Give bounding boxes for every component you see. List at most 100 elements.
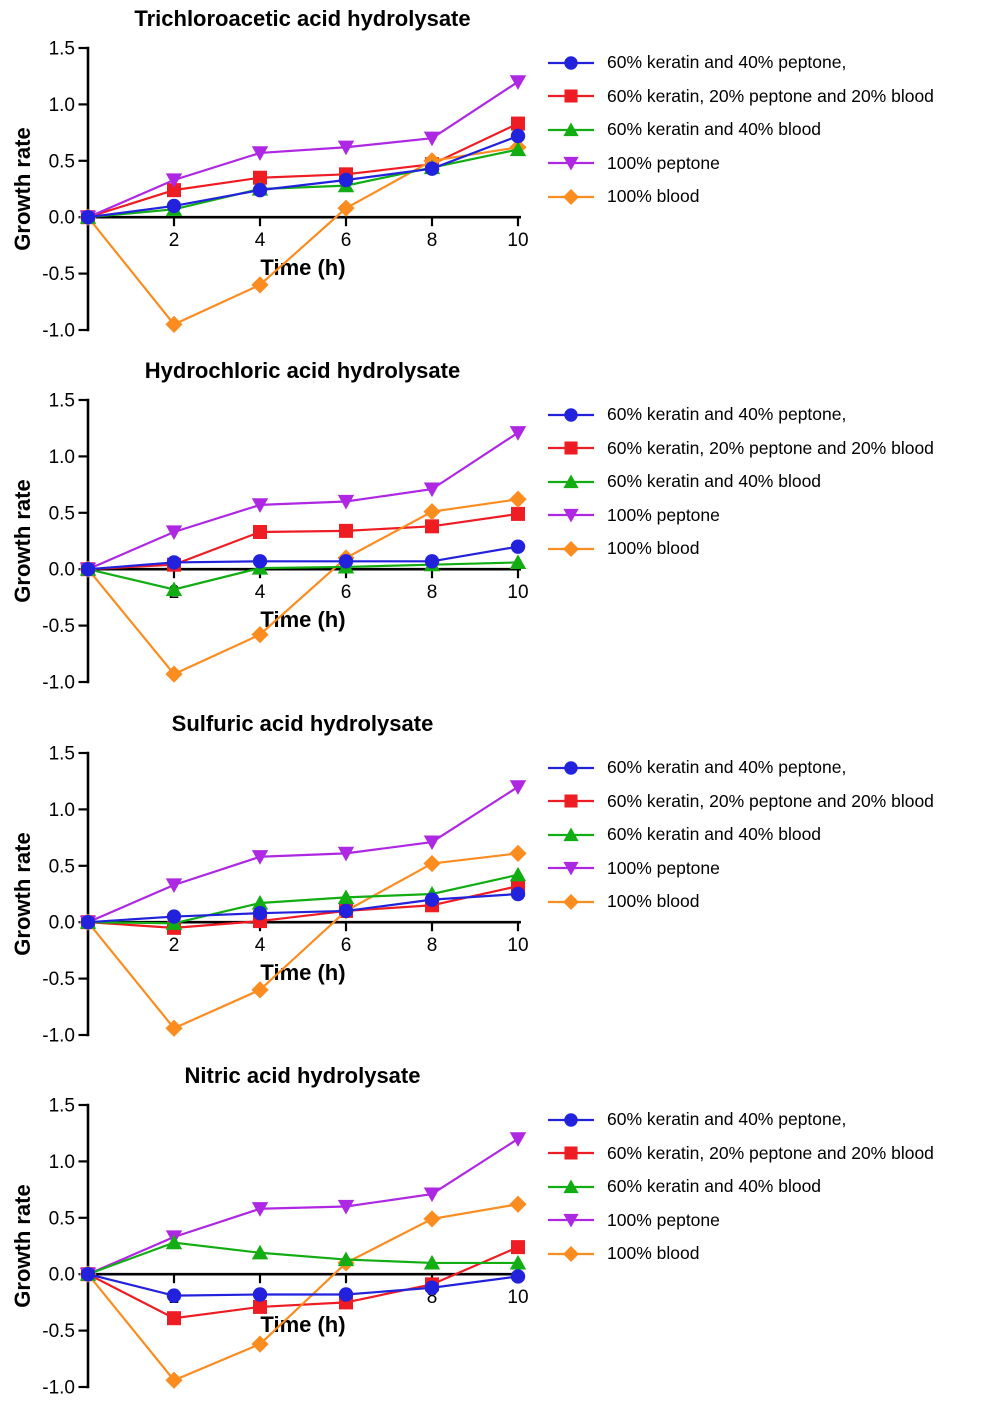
square-marker-icon bbox=[167, 183, 181, 198]
triangle-up-marker-icon bbox=[563, 474, 579, 488]
series-diamond bbox=[79, 844, 527, 1037]
legend-item: 60% keratin, 20% peptone and 20% blood bbox=[548, 80, 934, 114]
triangle-up-marker-icon bbox=[165, 1234, 183, 1250]
circle-marker-icon bbox=[424, 161, 440, 176]
triangle-up-marker-icon bbox=[509, 866, 527, 882]
x-tick-label: 4 bbox=[255, 935, 266, 956]
x-tick-label: 6 bbox=[341, 230, 352, 251]
triangle-down-marker-icon bbox=[251, 850, 269, 865]
triangle-down-marker-icon bbox=[337, 846, 355, 862]
series-line bbox=[87, 785, 519, 924]
triangle-down-marker-icon bbox=[509, 75, 527, 90]
triangle-down-marker-icon bbox=[251, 1202, 269, 1217]
legend-item: 100% blood bbox=[548, 180, 934, 214]
legend-label: 60% keratin, 20% peptone and 20% blood bbox=[607, 790, 934, 811]
circle-marker-icon bbox=[80, 915, 96, 930]
diamond-marker-icon bbox=[423, 1210, 441, 1228]
chart-block-sulfuric: Sulfuric acid hydrolysate 1.5 1.0 0.5 0.0 -0… bbox=[0, 705, 1000, 1057]
legend-label: 60% keratin, 20% peptone and 20% blood bbox=[607, 1142, 934, 1163]
y-tick-label: 1.5 bbox=[49, 744, 75, 765]
triangle-up-marker-icon bbox=[337, 889, 355, 904]
axis-labels: 1.5 1.0 0.5 0.0 -0.5 -1.0 2 4 6 8 10 Growth rate Tim… bbox=[10, 744, 529, 1047]
legend-item: 100% peptone bbox=[548, 1204, 934, 1238]
triangle-down-marker-icon bbox=[337, 1199, 355, 1215]
y-tick-label: -1.0 bbox=[42, 1026, 75, 1047]
y-tick-label: -1.0 bbox=[42, 321, 75, 342]
diamond-marker-icon bbox=[563, 188, 579, 205]
y-tick-label: -1.0 bbox=[42, 673, 75, 694]
legend-label: 60% keratin and 40% peptone, bbox=[607, 52, 847, 73]
y-tick-label: -0.5 bbox=[42, 969, 75, 990]
circle-marker-icon bbox=[338, 903, 354, 919]
diamond-marker-icon bbox=[423, 854, 441, 873]
circle-marker-icon bbox=[252, 905, 268, 921]
y-axis-title: Growth rate bbox=[10, 832, 35, 955]
legend-marker-square-icon bbox=[548, 1146, 594, 1160]
circle-marker-icon bbox=[424, 1280, 440, 1295]
series-triangle-down bbox=[79, 426, 527, 578]
legend-label: 100% blood bbox=[607, 538, 700, 559]
chart-block-nitric: Nitric acid hydrolysate 1.5 1.0 0.5 0.0 -0.5… bbox=[0, 1057, 1000, 1409]
legend-marker-square-icon bbox=[548, 794, 594, 808]
square-marker-icon bbox=[564, 441, 578, 455]
legend-item: 60% keratin and 40% blood bbox=[548, 465, 934, 499]
circle-marker-icon bbox=[510, 128, 526, 144]
series-circle bbox=[80, 886, 526, 930]
series-line bbox=[87, 1203, 519, 1382]
x-tick-label: 10 bbox=[507, 230, 528, 251]
triangle-down-marker-icon bbox=[423, 1187, 441, 1203]
x-tick-label: 10 bbox=[507, 1287, 528, 1308]
triangle-down-marker-icon bbox=[509, 426, 527, 441]
series-line bbox=[87, 873, 519, 925]
x-axis-title: Time (h) bbox=[260, 960, 345, 985]
square-marker-icon bbox=[564, 794, 578, 808]
legend-label: 60% keratin and 40% peptone, bbox=[607, 757, 847, 778]
plot-trichloroacetic: 1.5 1.0 0.5 0.0 -0.5 -1.0 2 4 6 8 10 Growth rate Tim… bbox=[10, 39, 529, 342]
series-square bbox=[81, 116, 525, 225]
legend-marker-triangle-down-icon bbox=[548, 157, 594, 171]
series-line bbox=[87, 1241, 518, 1276]
y-tick-label: -1.0 bbox=[42, 1378, 75, 1399]
legend-item: 60% keratin and 40% peptone, bbox=[548, 1103, 934, 1137]
triangle-up-marker-icon bbox=[423, 1254, 441, 1270]
triangle-down-marker-icon bbox=[423, 131, 441, 147]
series-line bbox=[87, 146, 519, 326]
legend-marker-diamond-icon bbox=[548, 540, 594, 557]
legend-label: 60% keratin and 40% blood bbox=[607, 824, 822, 845]
x-tick-label: 2 bbox=[169, 230, 180, 251]
series-circle bbox=[80, 539, 526, 577]
square-marker-icon bbox=[253, 170, 267, 185]
series-line bbox=[87, 892, 519, 924]
y-tick-label: 0.0 bbox=[49, 208, 75, 229]
legend-marker-diamond-icon bbox=[548, 188, 594, 205]
legend-marker-triangle-up-icon bbox=[548, 1179, 594, 1193]
legend-marker-triangle-down-icon bbox=[548, 509, 594, 523]
series-line bbox=[87, 1246, 519, 1320]
x-tick-label: 8 bbox=[427, 582, 438, 603]
legend-trichloroacetic: 60% keratin and 40% peptone, 60% keratin,… bbox=[548, 46, 934, 214]
y-tick-label: 1.5 bbox=[49, 39, 75, 60]
legend-marker-circle-icon bbox=[548, 56, 594, 70]
legend-label: 60% keratin and 40% blood bbox=[607, 119, 822, 140]
triangle-up-marker-icon bbox=[251, 895, 269, 910]
circle-marker-icon bbox=[564, 761, 578, 775]
triangle-up-marker-icon bbox=[251, 1244, 269, 1260]
legend-label: 60% keratin and 40% peptone, bbox=[607, 404, 847, 425]
legend-item: 60% keratin and 40% blood bbox=[548, 113, 934, 147]
triangle-down-marker-icon bbox=[423, 835, 441, 851]
series-triangle-down bbox=[79, 780, 527, 931]
circle-marker-icon bbox=[510, 539, 526, 554]
square-marker-icon bbox=[511, 506, 525, 521]
legend-label: 100% peptone bbox=[607, 857, 720, 878]
legend-marker-square-icon bbox=[548, 441, 594, 455]
y-axis-title: Growth rate bbox=[10, 127, 35, 250]
legend-item: 60% keratin and 40% blood bbox=[548, 818, 934, 852]
legend-item: 60% keratin, 20% peptone and 20% blood bbox=[548, 432, 934, 466]
series-line bbox=[87, 134, 519, 219]
x-tick-label: 4 bbox=[255, 582, 266, 603]
legend-item: 100% peptone bbox=[548, 499, 934, 533]
legend-label: 100% peptone bbox=[607, 152, 720, 173]
legend-label: 60% keratin, 20% peptone and 20% blood bbox=[607, 437, 934, 458]
triangle-down-marker-icon bbox=[165, 878, 183, 893]
